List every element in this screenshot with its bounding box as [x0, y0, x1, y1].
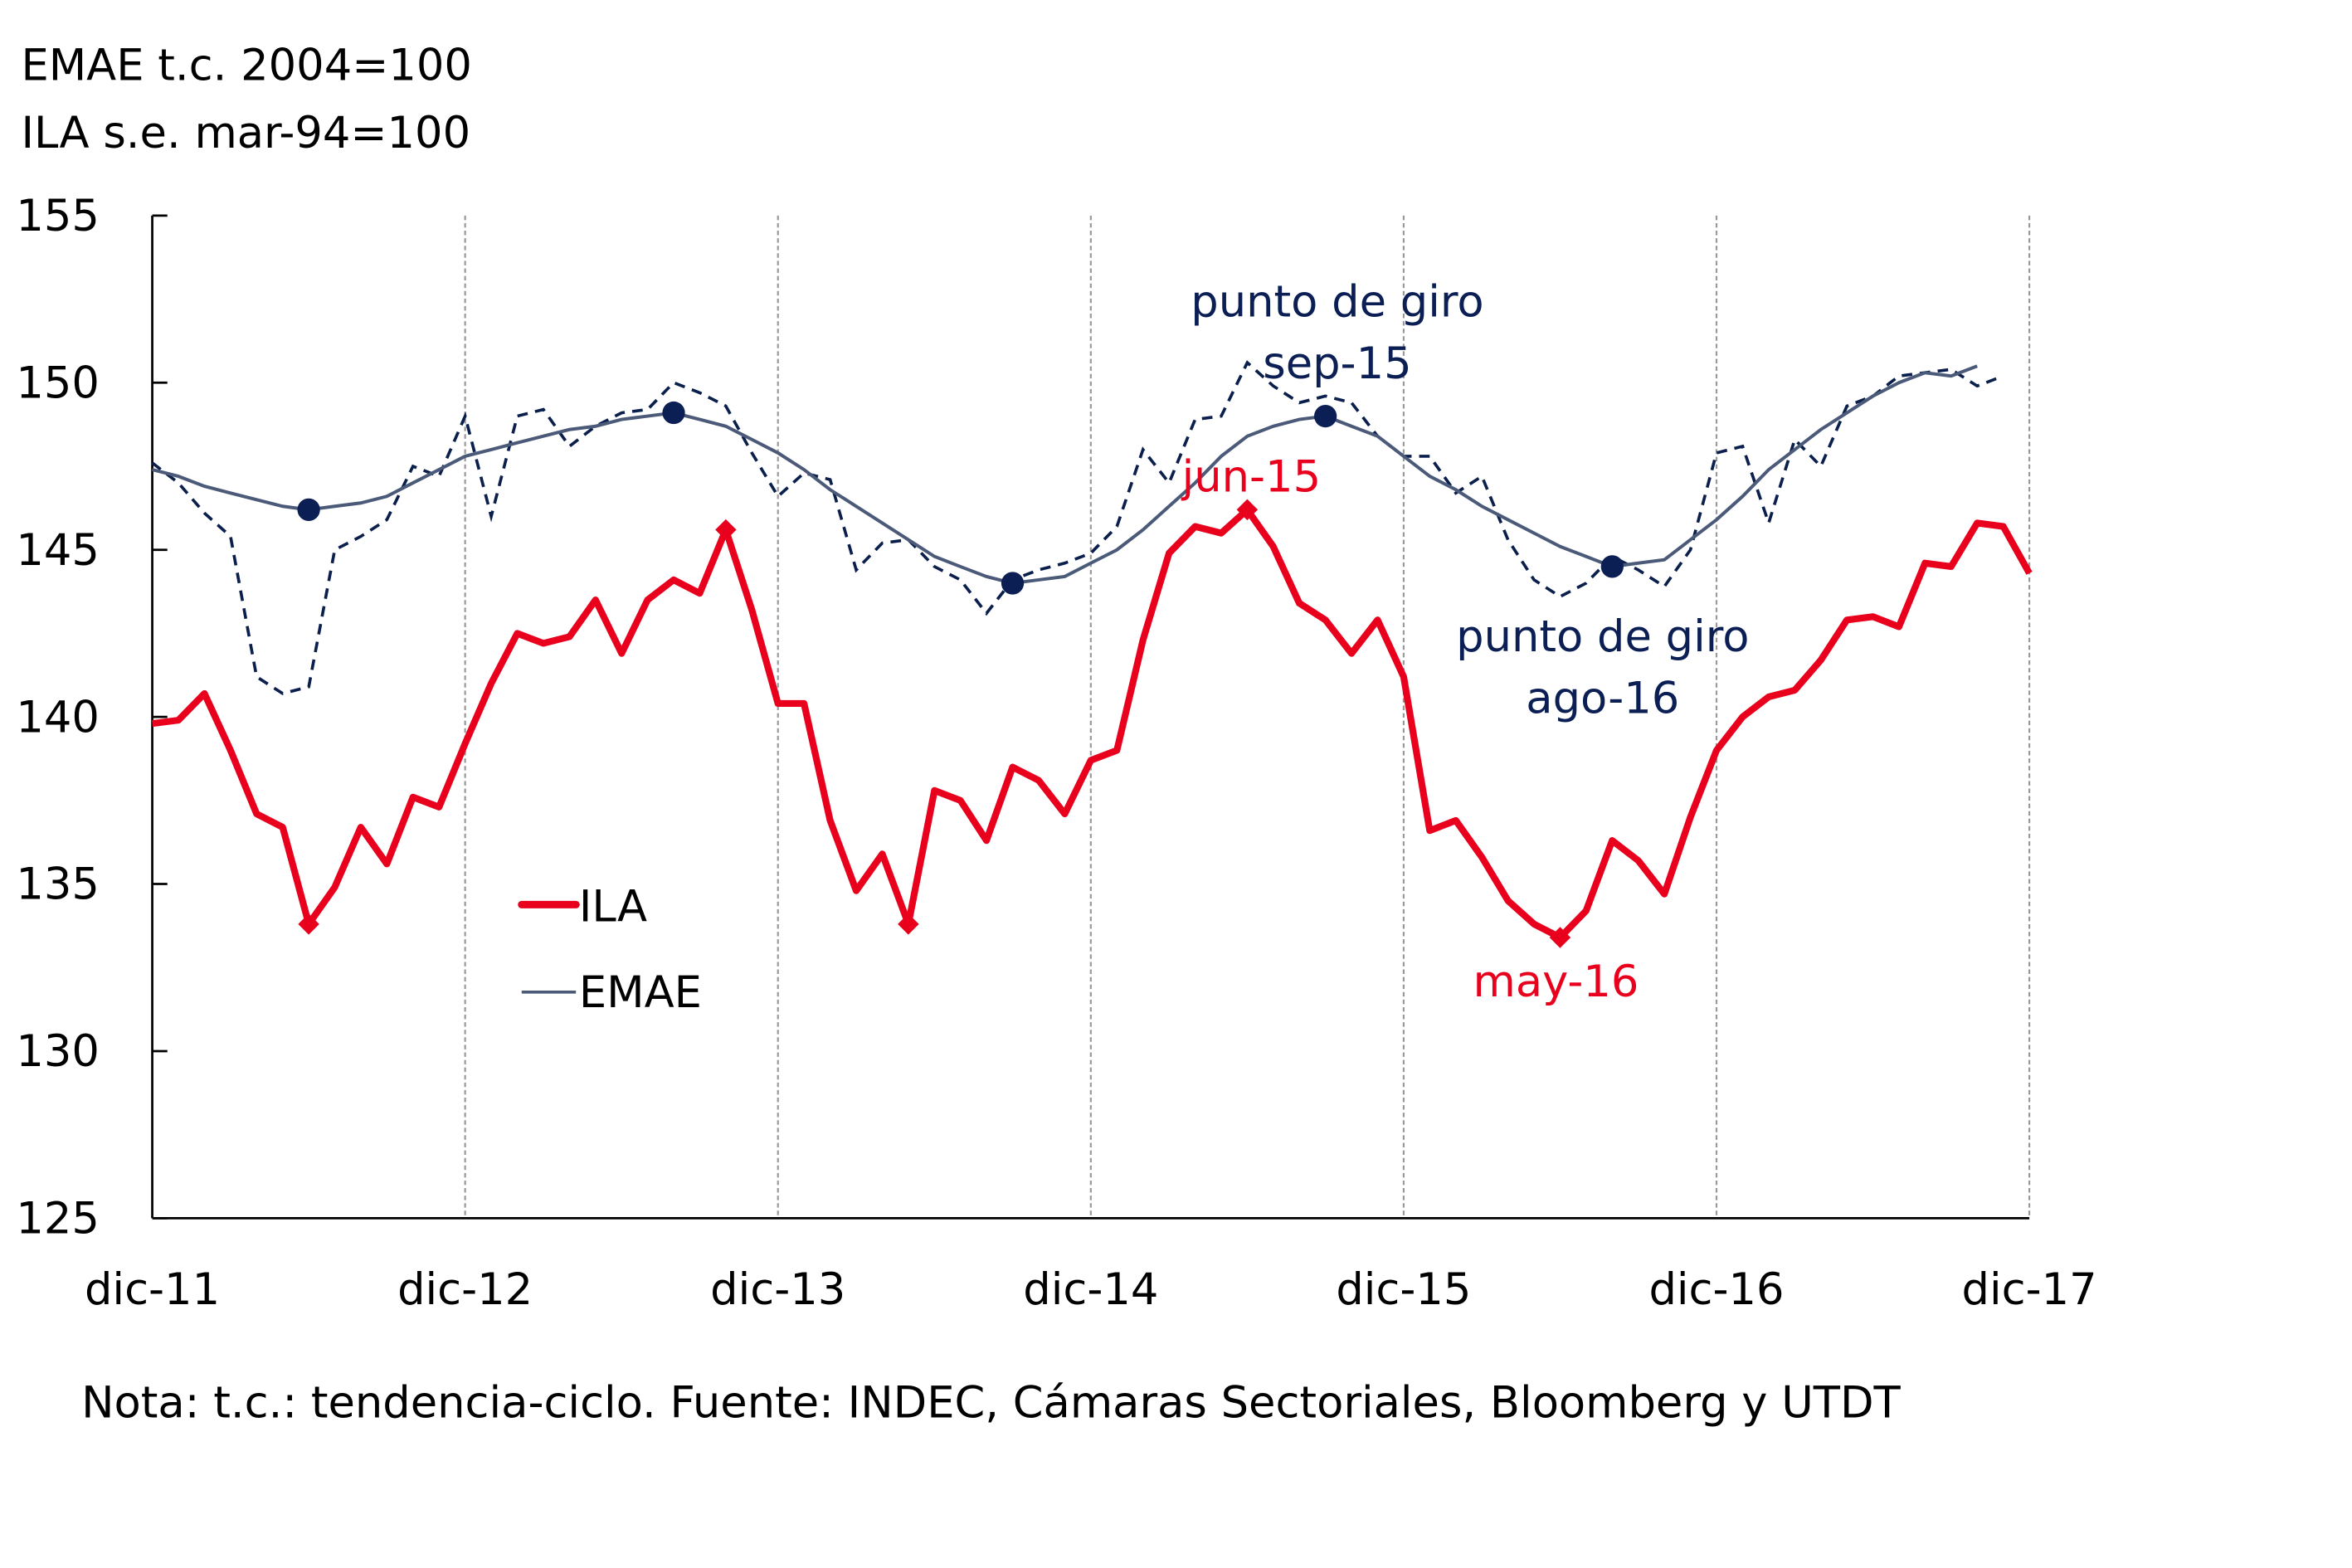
x-tick-label: dic-15	[1336, 1264, 1471, 1315]
x-tick-label: dic-16	[1648, 1264, 1784, 1315]
chart-title-line-2: ILA s.e. mar-94=100	[21, 108, 470, 158]
legend-label-ila: ILA	[579, 881, 647, 932]
annotations: punto de giro sep-15 jun-15 punto de giro ag…	[1181, 277, 1750, 1008]
series-emae-line	[152, 364, 1978, 585]
series-emae-original-line	[151, 360, 2004, 695]
annotation-label: may-16	[1473, 957, 1639, 1007]
source-note: Nota: t.c.: tendencia-ciclo. Fuente: IND…	[81, 1377, 1901, 1428]
chart-title-line-1: EMAE t.c. 2004=100	[21, 40, 472, 90]
annotation-label: jun-15	[1181, 451, 1321, 502]
y-tick-label: 145	[16, 525, 100, 576]
annotation-label: punto de giro	[1456, 611, 1749, 662]
emae-turning-point-marker	[297, 498, 320, 522]
x-tick-label: dic-17	[1962, 1264, 2097, 1315]
annotation-label: ago-16	[1526, 674, 1679, 724]
annotation-label: sep-15	[1263, 338, 1411, 389]
y-tick-label: 140	[16, 692, 100, 743]
emae-turning-point-marker	[1001, 572, 1025, 595]
emae-turning-point-marker	[662, 401, 685, 425]
x-tick-label: dic-11	[85, 1264, 220, 1315]
series-ila-line	[152, 506, 2033, 942]
axes: dic-11 dic-12 dic-13 dic-14 dic-15 dic-16 dic-…	[16, 191, 2096, 1315]
ila-turning-point-marker	[898, 913, 919, 935]
ila-turning-point-marker	[1236, 499, 1259, 521]
ila-turning-point-marker	[715, 519, 737, 541]
y-tick-label: 125	[16, 1194, 100, 1244]
y-tick-label: 150	[16, 358, 100, 408]
legend: ILA EMAE	[518, 881, 702, 1018]
emae-turning-point-marker	[1600, 555, 1624, 578]
x-tick-label: dic-13	[710, 1264, 845, 1315]
legend-label-emae: EMAE	[579, 967, 702, 1018]
x-tick-label: dic-12	[397, 1264, 533, 1315]
grid	[464, 215, 2031, 1219]
y-tick-label: 135	[16, 859, 100, 910]
x-tick-label: dic-14	[1023, 1264, 1158, 1315]
ila-turning-point-marker	[1549, 927, 1571, 948]
emae-turning-point-marker	[1314, 404, 1337, 428]
y-tick-label: 130	[16, 1026, 100, 1077]
annotation-label: punto de giro	[1191, 277, 1483, 328]
y-tick-label: 155	[16, 191, 100, 241]
